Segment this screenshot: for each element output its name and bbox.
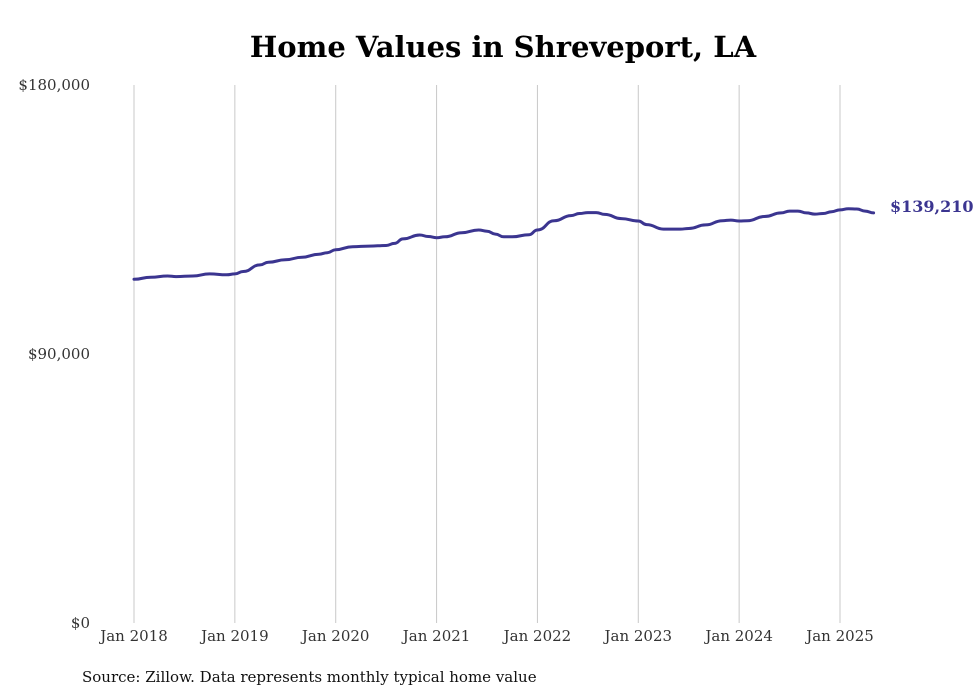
x-tick-label: Jan 2020 — [300, 627, 370, 645]
y-tick-label: $0 — [71, 614, 90, 632]
y-axis: $180,000 $90,000 $0 — [18, 76, 90, 632]
x-tick-label: Jan 2025 — [804, 627, 874, 645]
x-tick-label: Jan 2022 — [502, 627, 572, 645]
chart-title: Home Values in Shreveport, LA — [249, 30, 757, 64]
x-tick-label: Jan 2019 — [199, 627, 269, 645]
x-tick-label: Jan 2023 — [603, 627, 673, 645]
series-layer — [132, 207, 876, 281]
x-tick-label: Jan 2024 — [703, 627, 773, 645]
x-axis: Jan 2018 Jan 2019 Jan 2020 Jan 2021 Jan 2022… — [98, 627, 874, 645]
x-tick-label: Jan 2021 — [401, 627, 471, 645]
y-tick-label: $180,000 — [18, 76, 90, 94]
grid-layer — [133, 85, 841, 623]
x-tick-label: Jan 2018 — [98, 627, 168, 645]
series-line — [132, 207, 876, 281]
source-note: Source: Zillow. Data represents monthly … — [82, 668, 537, 686]
end-value-label: $139,210 — [890, 197, 974, 216]
end-label-layer: $139,210 — [890, 197, 974, 216]
y-tick-label: $90,000 — [28, 345, 90, 363]
